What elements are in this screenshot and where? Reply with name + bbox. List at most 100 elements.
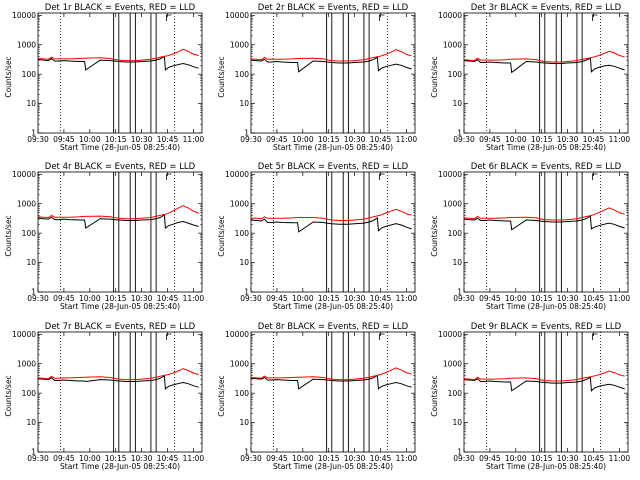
x-tick-label: 11:00 [396, 135, 418, 144]
series-events-line [250, 56, 412, 73]
y-tick-label: 1000 [230, 199, 249, 208]
y-tick-label: 1 [31, 129, 36, 138]
x-axis-label: Start Time (28-Jun-05 08:25:40) [486, 302, 606, 311]
y-tick-label: 1 [244, 129, 249, 138]
series-events-line [250, 374, 412, 390]
x-axis-label: Start Time (28-Jun-05 08:25:40) [273, 302, 393, 311]
y-tick-label: 10000 [438, 11, 462, 20]
y-tick-label: 100 [448, 389, 463, 398]
chart-title: Det 5r BLACK = Events, RED = LLD [258, 162, 409, 172]
interval-flag [166, 173, 172, 180]
chart-panel-9: Det 9r BLACK = Events, RED = LLD 1 10 100 10… [430, 322, 630, 471]
x-tick-label: 10:15 [105, 294, 127, 303]
x-tick-label: 10:15 [531, 135, 553, 144]
x-tick-label: 09:30 [240, 454, 262, 463]
y-tick-label: 10000 [225, 330, 249, 339]
x-tick-label: 09:30 [27, 135, 49, 144]
y-tick-label: 1 [244, 288, 249, 297]
y-tick-label: 10000 [12, 11, 36, 20]
y-tick-label: 1000 [443, 199, 462, 208]
x-tick-label: 10:00 [79, 294, 101, 303]
x-tick-label: 10:45 [583, 294, 605, 303]
series-lld-line [37, 205, 199, 220]
y-axis-label: Counts/sec [4, 375, 13, 416]
x-tick-label: 09:30 [240, 135, 262, 144]
series-events-line [463, 376, 625, 392]
x-axis-label: Start Time (28-Jun-05 08:25:40) [60, 143, 180, 152]
chart-title: Det 4r BLACK = Events, RED = LLD [45, 162, 196, 172]
y-tick-label: 10 [239, 258, 249, 267]
x-tick-label: 10:30 [344, 454, 366, 463]
plot-frame [250, 331, 416, 453]
y-tick-label: 1 [31, 448, 36, 457]
x-tick-label: 10:45 [157, 454, 179, 463]
y-tick-label: 100 [235, 70, 250, 79]
chart-panel-2: Det 2r BLACK = Events, RED = LLD 1 10 100 10… [217, 3, 417, 152]
x-tick-label: 10:30 [131, 454, 153, 463]
x-axis-label: Start Time (28-Jun-05 08:25:40) [273, 143, 393, 152]
x-tick-label: 11:00 [183, 135, 205, 144]
plot-frame [37, 331, 203, 453]
x-tick-label: 10:30 [131, 294, 153, 303]
chart-panel-4: Det 4r BLACK = Events, RED = LLD 1 10 100 10… [4, 162, 204, 311]
y-tick-label: 1000 [230, 40, 249, 49]
x-tick-label: 10:00 [505, 294, 527, 303]
interval-flag [166, 333, 172, 340]
x-tick-label: 10:45 [370, 135, 392, 144]
x-tick-label: 09:45 [266, 454, 288, 463]
x-tick-label: 09:45 [266, 135, 288, 144]
x-tick-label: 10:00 [292, 454, 314, 463]
y-tick-label: 1 [457, 448, 462, 457]
x-tick-label: 11:00 [183, 454, 205, 463]
interval-flag [592, 173, 598, 180]
y-tick-label: 1 [457, 288, 462, 297]
chart-title: Det 6r BLACK = Events, RED = LLD [471, 162, 622, 172]
series-events-line [37, 213, 199, 229]
chart-panel-8: Det 8r BLACK = Events, RED = LLD 1 10 100 10… [217, 322, 417, 471]
series-lld-line [463, 370, 625, 382]
y-tick-label: 1000 [230, 359, 249, 368]
interval-flag [379, 173, 385, 180]
y-axis-label: Counts/sec [217, 56, 226, 97]
y-tick-label: 10 [26, 99, 36, 108]
y-axis-label: Counts/sec [217, 215, 226, 256]
plot-frame [463, 12, 629, 134]
y-axis-label: Counts/sec [430, 56, 439, 97]
x-tick-label: 11:00 [396, 294, 418, 303]
x-tick-label: 10:00 [505, 135, 527, 144]
x-tick-label: 10:15 [105, 135, 127, 144]
x-tick-label: 10:00 [79, 454, 101, 463]
series-lld-line [37, 48, 199, 62]
x-axis-label: Start Time (28-Jun-05 08:25:40) [60, 462, 180, 471]
y-tick-label: 10 [452, 418, 462, 427]
y-tick-label: 10000 [438, 170, 462, 179]
y-tick-label: 10 [452, 258, 462, 267]
series-lld-line [250, 208, 412, 221]
y-tick-label: 10000 [225, 170, 249, 179]
x-tick-label: 10:15 [531, 454, 553, 463]
x-tick-label: 10:30 [557, 454, 579, 463]
series-events-line [463, 57, 625, 74]
x-tick-label: 09:45 [479, 135, 501, 144]
x-tick-label: 10:00 [79, 135, 101, 144]
x-tick-label: 10:30 [557, 294, 579, 303]
x-tick-label: 10:00 [505, 454, 527, 463]
chart-title: Det 8r BLACK = Events, RED = LLD [258, 322, 409, 332]
x-tick-label: 10:00 [292, 135, 314, 144]
x-tick-label: 11:00 [183, 294, 205, 303]
x-tick-label: 11:00 [396, 454, 418, 463]
x-tick-label: 10:15 [318, 135, 340, 144]
x-axis-label: Start Time (28-Jun-05 08:25:40) [273, 462, 393, 471]
x-tick-label: 09:45 [53, 294, 75, 303]
x-tick-label: 10:45 [583, 454, 605, 463]
x-tick-label: 09:45 [53, 454, 75, 463]
x-tick-label: 11:00 [609, 135, 631, 144]
series-events-line [250, 217, 412, 233]
x-tick-label: 10:30 [131, 135, 153, 144]
y-axis-label: Counts/sec [430, 375, 439, 416]
x-tick-label: 10:15 [531, 294, 553, 303]
y-axis-label: Counts/sec [217, 375, 226, 416]
y-tick-label: 1000 [17, 40, 36, 49]
